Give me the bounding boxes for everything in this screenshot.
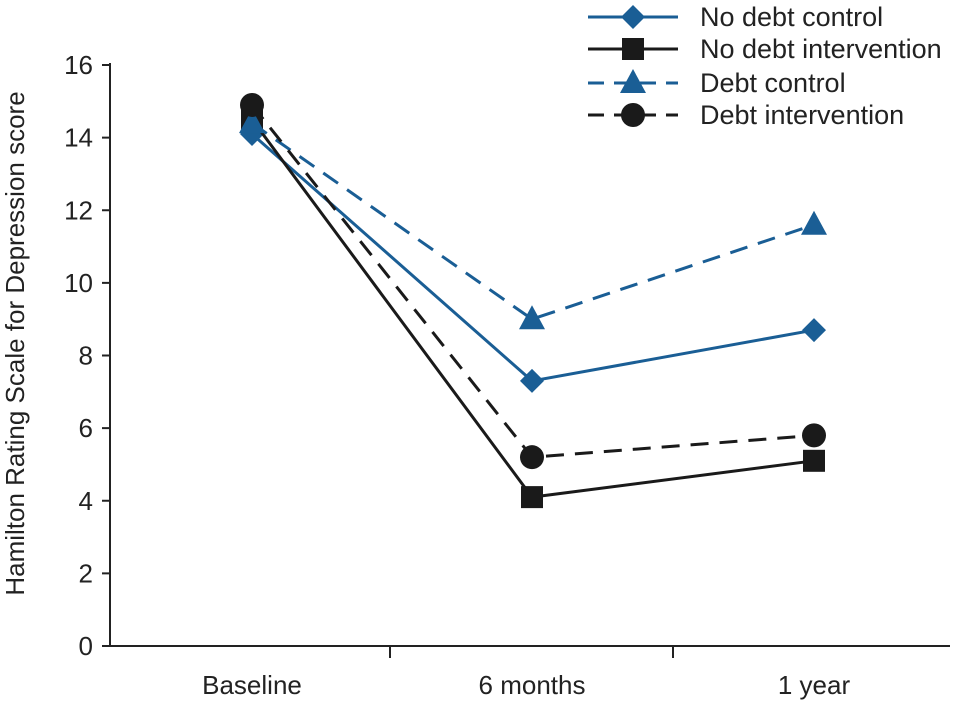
legend-marker [620, 69, 646, 93]
data-point-no-debt-intervention-6-months [521, 486, 543, 509]
legend-label: Debt intervention [700, 100, 904, 130]
data-point-no-debt-control-1-year [802, 318, 826, 343]
chart-axes [109, 63, 950, 647]
y-tick-label: 16 [64, 50, 93, 80]
x-tick-label-1-year: 1 year [778, 670, 851, 700]
series-line-debt-intervention [250, 104, 815, 459]
legend-marker [622, 38, 644, 60]
y-tick-label: 2 [79, 558, 93, 588]
x-tick-label-baseline: Baseline [202, 670, 302, 700]
legend-label: No debt control [700, 2, 883, 32]
legend-marker [621, 103, 645, 127]
y-tick-label: 6 [79, 413, 93, 443]
y-axis-ticks: 0 2 4 6 8 10 12 14 16 [64, 50, 110, 661]
y-tick-label: 12 [64, 195, 93, 225]
data-point-debt-control-6-months [519, 305, 545, 330]
data-point-debt-intervention-baseline [240, 92, 264, 117]
y-tick-label: 4 [79, 486, 93, 516]
y-axis-title: Hamilton Rating Scale for Depression sco… [0, 91, 30, 595]
y-tick-label: 8 [79, 341, 93, 371]
x-tick-label-6-months: 6 months [479, 670, 586, 700]
data-point-no-debt-intervention-1-year [803, 449, 825, 472]
series-no-debt-control [240, 121, 826, 393]
chart-series [239, 92, 827, 509]
series-debt-intervention [240, 92, 826, 470]
y-tick-label: 10 [64, 268, 93, 298]
data-point-debt-intervention-1-year [802, 423, 826, 448]
y-tick-label: 0 [79, 631, 93, 661]
legend-item-no-debt-intervention: No debt intervention [588, 34, 942, 64]
legend-item-no-debt-control: No debt control [588, 2, 883, 32]
series-debt-control [239, 109, 827, 330]
legend-item-debt-control: Debt control [588, 68, 846, 98]
series-line-no-debt-control [251, 132, 815, 383]
legend-marker [621, 5, 645, 29]
legend-item-debt-intervention: Debt intervention [588, 100, 904, 130]
legend-label: Debt control [700, 68, 846, 98]
data-point-debt-control-1-year [801, 210, 827, 235]
data-point-debt-intervention-6-months [520, 445, 544, 470]
legend-label: No debt intervention [700, 34, 942, 64]
y-tick-label: 14 [64, 123, 93, 153]
x-axis-ticks: Baseline 6 months 1 year [202, 646, 850, 700]
data-point-debt-control-baseline [239, 109, 265, 134]
series-line-debt-control [251, 121, 815, 321]
data-point-no-debt-control-6-months [520, 368, 544, 393]
